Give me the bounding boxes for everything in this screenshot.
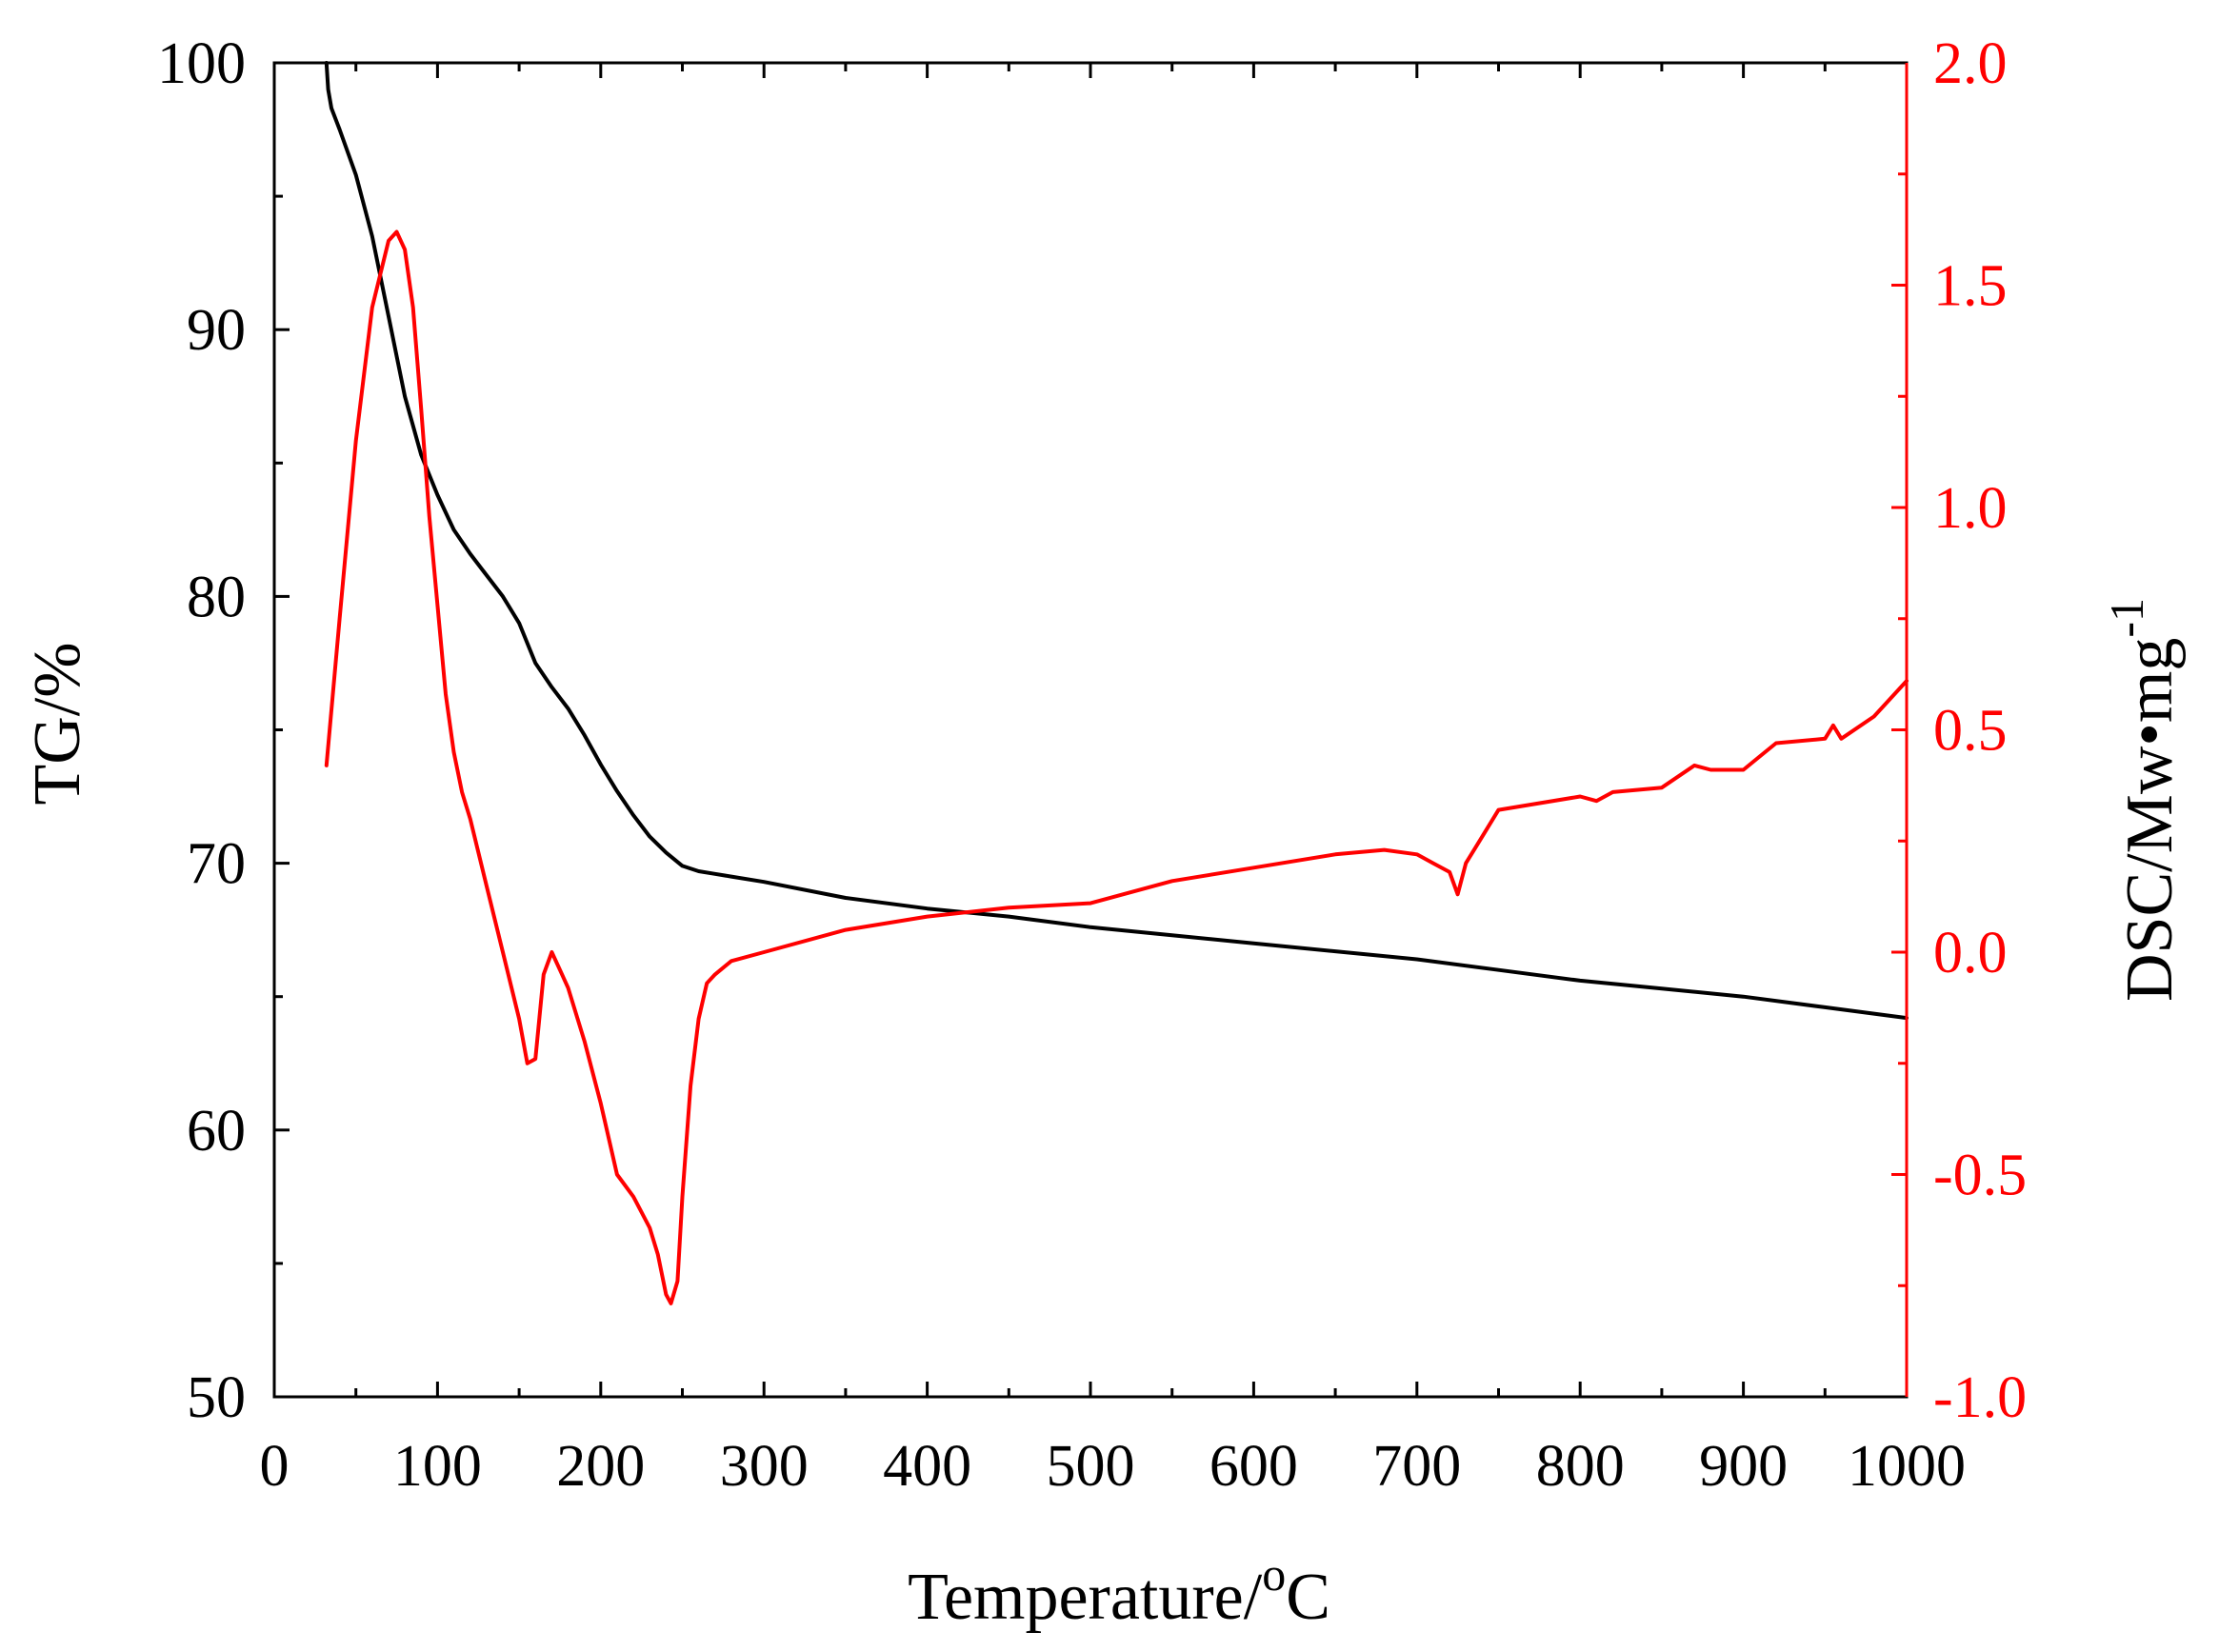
x-tick-label: 800 [1536,1434,1625,1499]
y-right-tick-label: 0.0 [1933,921,2008,985]
x-axis-title-text: Temperature/ [908,1561,1263,1634]
series-layer [324,61,1909,1305]
y-right-tick-label: 1.5 [1933,254,2008,319]
y-right-tick-label: 1.0 [1933,476,2008,541]
x-axis-title: Temperature/oC [908,1547,1330,1634]
y-right-axis-title: DSC/Mw•mg-1 [2100,598,2187,1002]
y-right-tick-label: 0.5 [1933,699,2008,764]
labels-layer: 0 100 200 300 400 500 600 700 800 900 1000 50 60 70 80… [157,31,2027,1499]
y-right-axis-title-superscript: -1 [2100,598,2153,638]
x-tick-label: 300 [720,1434,809,1499]
dsc-series-line [324,229,1909,1305]
x-tick-label: 400 [883,1434,971,1499]
y-left-tick-label: 50 [187,1365,246,1430]
x-tick-label: 900 [1699,1434,1788,1499]
x-axis-title-unit: C [1286,1561,1330,1634]
y-left-tick-label: 70 [187,832,246,897]
y-left-tick-label: 100 [157,31,246,96]
y-right-axis-title-text: DSC/Mw•mg [2113,638,2187,1002]
x-tick-label: 0 [260,1434,290,1499]
y-left-tick-label: 60 [187,1099,246,1164]
x-tick-label: 500 [1047,1434,1135,1499]
tg-series-line [324,61,1909,1021]
x-tick-label: 700 [1372,1434,1461,1499]
y-left-tick-label: 90 [187,298,246,363]
x-tick-label: 100 [393,1434,482,1499]
x-axis-title-superscript: o [1262,1547,1286,1601]
x-tick-label: 600 [1209,1434,1298,1499]
x-tick-label: 1000 [1848,1434,1966,1499]
x-tick-label: 200 [556,1434,645,1499]
y-right-tick-label: -1.0 [1933,1365,2027,1430]
y-left-tick-label: 80 [187,565,246,629]
y-right-tick-label: 2.0 [1933,31,2008,96]
y-left-axis-title: TG/% [21,642,94,805]
y-right-tick-label: -0.5 [1933,1144,2027,1208]
